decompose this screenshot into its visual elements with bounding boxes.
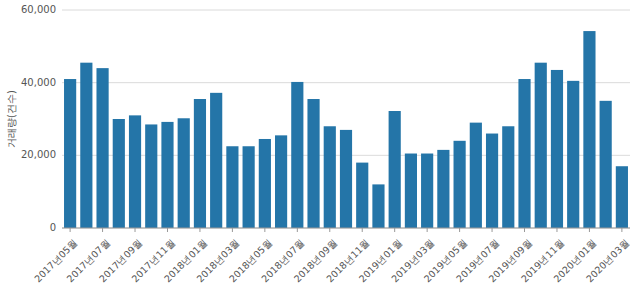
bar (567, 81, 579, 228)
chart: 0 20,000 40,000 60,000 2017년05월2017년07월2017년… (0, 0, 640, 294)
y-tick-label: 60,000 (21, 4, 56, 15)
grid-line (62, 10, 630, 11)
bar (616, 166, 628, 228)
bar (113, 119, 125, 228)
bar (226, 146, 238, 228)
x-tick (459, 228, 460, 232)
bar (356, 163, 368, 228)
x-tick (135, 228, 136, 232)
x-axis: 2017년05월2017년07월2017년09월2017년11월2018년01월… (32, 228, 631, 284)
bar (243, 146, 255, 228)
y-axis-label: 거래량(건수) (6, 90, 17, 148)
bar (437, 150, 449, 228)
x-tick (232, 228, 233, 232)
x-tick (70, 228, 71, 232)
x-tick (102, 228, 103, 232)
y-axis: 0 20,000 40,000 60,000 (21, 4, 630, 233)
x-tick (556, 228, 557, 232)
bar (194, 99, 206, 228)
x-tick (427, 228, 428, 232)
x-tick (362, 228, 363, 232)
x-axis-line (62, 228, 630, 229)
bar (275, 135, 287, 228)
bar (372, 184, 384, 228)
bar (583, 31, 595, 228)
bar (486, 134, 498, 228)
bar (470, 123, 482, 228)
bar (421, 154, 433, 228)
x-tick (329, 228, 330, 232)
x-tick (297, 228, 298, 232)
bars (64, 31, 628, 228)
y-tick-label: 0 (50, 222, 56, 233)
bar (340, 130, 352, 228)
x-tick (589, 228, 590, 232)
bar (535, 63, 547, 228)
x-tick (394, 228, 395, 232)
bar (178, 118, 190, 228)
bar (518, 79, 530, 228)
bar (210, 93, 222, 228)
bar (600, 101, 612, 228)
x-tick (199, 228, 200, 232)
y-tick-label: 20,000 (21, 149, 56, 160)
bar (389, 111, 401, 228)
background (0, 0, 640, 294)
x-tick (524, 228, 525, 232)
bar (129, 115, 141, 228)
bar (324, 126, 336, 228)
bar (64, 79, 76, 228)
x-tick (264, 228, 265, 232)
x-tick (167, 228, 168, 232)
bar (80, 63, 92, 228)
bar (502, 126, 514, 228)
y-tick-label: 40,000 (21, 77, 56, 88)
bar (405, 154, 417, 228)
bar (454, 141, 466, 228)
x-tick-label: 2020년03월 (584, 237, 632, 285)
bar (96, 68, 108, 228)
bar (307, 99, 319, 228)
bar (291, 82, 303, 228)
bar (161, 122, 173, 228)
x-tick (492, 228, 493, 232)
bar (551, 70, 563, 228)
x-tick (621, 228, 622, 232)
bar (145, 124, 157, 228)
bar (259, 139, 271, 228)
grid-line (62, 228, 630, 229)
